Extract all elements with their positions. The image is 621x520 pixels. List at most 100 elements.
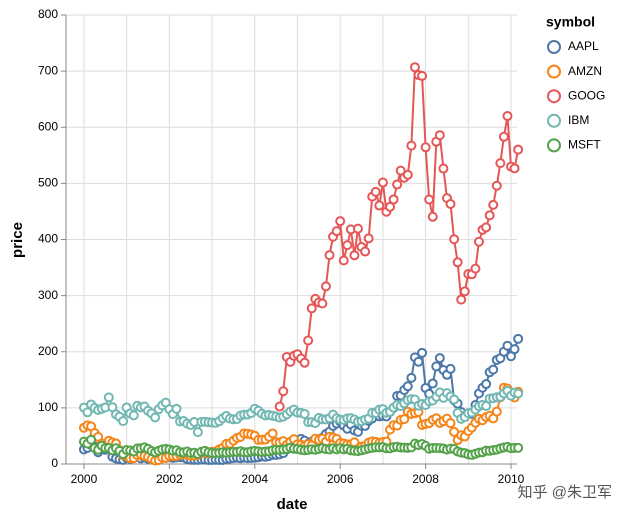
y-tick-label: 800	[38, 7, 58, 21]
legend-label: GOOG	[568, 88, 605, 102]
data-point	[509, 344, 520, 355]
data-point	[192, 427, 203, 438]
x-tick-label: 2002	[156, 472, 183, 486]
data-point	[374, 200, 385, 211]
data-point	[445, 418, 456, 429]
y-tick-label: 700	[38, 63, 58, 77]
data-point	[82, 407, 93, 418]
x-tick-label: 2000	[71, 472, 98, 486]
data-point	[502, 111, 513, 122]
data-point	[118, 416, 129, 427]
data-point	[473, 236, 484, 247]
data-point	[402, 169, 413, 180]
data-point	[417, 70, 428, 81]
data-point	[370, 186, 381, 197]
data-point	[484, 210, 495, 221]
data-point	[513, 144, 524, 155]
data-point	[267, 428, 278, 439]
y-tick-label: 200	[38, 344, 58, 358]
data-point	[324, 250, 335, 261]
data-point	[509, 163, 520, 174]
data-point	[392, 179, 403, 190]
data-point	[413, 356, 424, 367]
legend-symbol	[547, 40, 561, 54]
data-point	[331, 226, 342, 237]
legend-title: symbol	[546, 14, 595, 30]
x-tick-label: 2004	[241, 472, 268, 486]
data-point	[406, 140, 417, 151]
data-point	[420, 142, 431, 153]
data-point	[481, 379, 492, 390]
data-point	[427, 378, 438, 389]
data-point	[388, 194, 399, 205]
data-point	[434, 130, 445, 141]
data-point	[449, 394, 460, 405]
data-point	[481, 222, 492, 233]
data-point	[103, 392, 114, 403]
data-point	[424, 194, 435, 205]
data-point	[488, 364, 499, 375]
y-axis-title: price	[9, 222, 26, 258]
x-tick-label: 2010	[498, 472, 525, 486]
legend-label: AAPL	[568, 39, 599, 53]
data-point	[449, 234, 460, 245]
data-point	[417, 347, 428, 358]
y-tick-label: 100	[38, 400, 58, 414]
y-tick-label: 400	[38, 232, 58, 246]
data-point	[488, 199, 499, 210]
data-point	[320, 281, 331, 292]
data-point	[498, 131, 509, 142]
data-point	[303, 335, 314, 346]
x-tick-label: 2008	[412, 472, 439, 486]
data-point	[338, 255, 349, 266]
data-point	[491, 406, 502, 417]
y-tick-label: 600	[38, 119, 58, 133]
legend-label: MSFT	[568, 138, 601, 152]
data-point	[299, 408, 310, 419]
data-point	[470, 263, 481, 274]
data-point	[377, 177, 388, 188]
x-tick-label: 2006	[327, 472, 354, 486]
data-point	[456, 294, 467, 305]
legend-label: AMZN	[568, 64, 602, 78]
data-point	[445, 198, 456, 209]
data-point	[278, 386, 289, 397]
y-tick-label: 500	[38, 176, 58, 190]
watermark: 知乎 @朱卫军	[518, 484, 612, 501]
data-point	[459, 286, 470, 297]
data-point	[438, 163, 449, 174]
data-point	[363, 233, 374, 244]
data-point	[335, 216, 346, 227]
data-point	[306, 303, 317, 314]
data-point	[352, 223, 363, 234]
data-point	[317, 298, 328, 309]
data-point	[491, 180, 502, 191]
data-point	[513, 388, 524, 399]
data-point	[171, 403, 182, 414]
y-tick-label: 300	[38, 288, 58, 302]
data-point	[445, 363, 456, 374]
data-point	[349, 250, 360, 261]
legend-symbol	[547, 138, 561, 153]
data-point	[409, 62, 420, 73]
legend-symbol	[547, 64, 561, 79]
y-tick-label: 0	[51, 456, 58, 470]
legend-symbol	[547, 113, 561, 128]
data-point	[128, 410, 139, 421]
series-line	[278, 66, 520, 407]
data-point	[274, 401, 285, 412]
data-point	[402, 381, 413, 392]
data-point	[150, 412, 161, 423]
data-point	[434, 353, 445, 364]
data-point	[342, 240, 353, 251]
legend-label: IBM	[568, 113, 589, 127]
data-point	[452, 257, 463, 268]
data-point	[86, 434, 97, 445]
data-point	[360, 246, 371, 257]
x-axis-title: date	[277, 496, 308, 513]
data-point	[299, 357, 310, 368]
legend-symbol	[547, 89, 561, 104]
data-point	[513, 442, 524, 453]
